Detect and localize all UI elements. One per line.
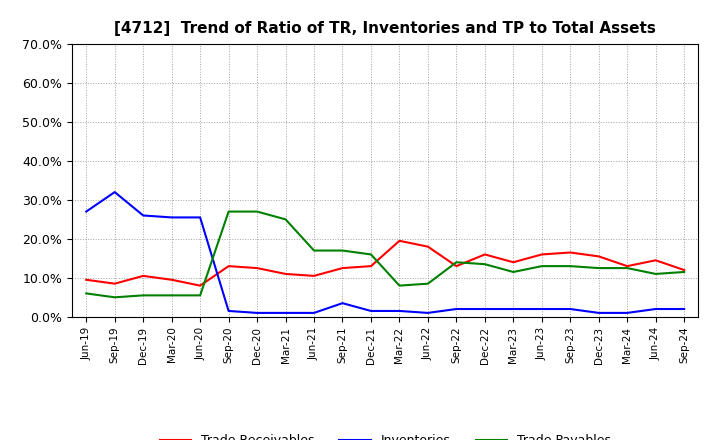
Inventories: [167, 215, 176, 220]
Trade Receivables: [167, 277, 176, 282]
Trade Payables: [282, 217, 290, 222]
Trade Payables: [366, 252, 375, 257]
Trade Payables: [680, 269, 688, 275]
Trade Receivables: [196, 283, 204, 288]
Inventories: [566, 306, 575, 312]
Trade Receivables: [509, 260, 518, 265]
Inventories: [452, 306, 461, 312]
Inventories: [652, 306, 660, 312]
Inventories: [509, 306, 518, 312]
Trade Payables: [480, 261, 489, 267]
Inventories: [196, 215, 204, 220]
Trade Payables: [82, 291, 91, 296]
Trade Payables: [395, 283, 404, 288]
Trade Receivables: [423, 244, 432, 249]
Inventories: [537, 306, 546, 312]
Trade Payables: [623, 265, 631, 271]
Inventories: [338, 301, 347, 306]
Trade Payables: [566, 264, 575, 269]
Inventories: [395, 308, 404, 314]
Line: Trade Receivables: Trade Receivables: [86, 241, 684, 286]
Trade Receivables: [225, 264, 233, 269]
Inventories: [225, 308, 233, 314]
Trade Payables: [595, 265, 603, 271]
Trade Receivables: [253, 265, 261, 271]
Trade Receivables: [139, 273, 148, 279]
Trade Payables: [139, 293, 148, 298]
Trade Payables: [225, 209, 233, 214]
Trade Payables: [423, 281, 432, 286]
Inventories: [282, 310, 290, 315]
Trade Payables: [509, 269, 518, 275]
Trade Receivables: [652, 258, 660, 263]
Trade Receivables: [395, 238, 404, 243]
Inventories: [253, 310, 261, 315]
Trade Receivables: [595, 254, 603, 259]
Inventories: [623, 310, 631, 315]
Trade Receivables: [566, 250, 575, 255]
Trade Payables: [338, 248, 347, 253]
Inventories: [423, 310, 432, 315]
Trade Receivables: [480, 252, 489, 257]
Trade Payables: [537, 264, 546, 269]
Inventories: [595, 310, 603, 315]
Trade Receivables: [366, 264, 375, 269]
Inventories: [82, 209, 91, 214]
Trade Receivables: [110, 281, 119, 286]
Trade Receivables: [537, 252, 546, 257]
Line: Trade Payables: Trade Payables: [86, 212, 684, 297]
Line: Inventories: Inventories: [86, 192, 684, 313]
Legend: Trade Receivables, Inventories, Trade Payables: Trade Receivables, Inventories, Trade Pa…: [155, 429, 616, 440]
Trade Payables: [167, 293, 176, 298]
Trade Receivables: [680, 268, 688, 273]
Trade Payables: [652, 271, 660, 277]
Trade Payables: [196, 293, 204, 298]
Inventories: [366, 308, 375, 314]
Trade Payables: [452, 260, 461, 265]
Trade Payables: [110, 295, 119, 300]
Trade Receivables: [338, 265, 347, 271]
Trade Receivables: [310, 273, 318, 279]
Trade Receivables: [623, 264, 631, 269]
Trade Receivables: [82, 277, 91, 282]
Inventories: [310, 310, 318, 315]
Inventories: [110, 190, 119, 195]
Title: [4712]  Trend of Ratio of TR, Inventories and TP to Total Assets: [4712] Trend of Ratio of TR, Inventories…: [114, 21, 656, 36]
Trade Receivables: [282, 271, 290, 277]
Inventories: [680, 306, 688, 312]
Inventories: [480, 306, 489, 312]
Trade Payables: [310, 248, 318, 253]
Trade Payables: [253, 209, 261, 214]
Inventories: [139, 213, 148, 218]
Trade Receivables: [452, 264, 461, 269]
